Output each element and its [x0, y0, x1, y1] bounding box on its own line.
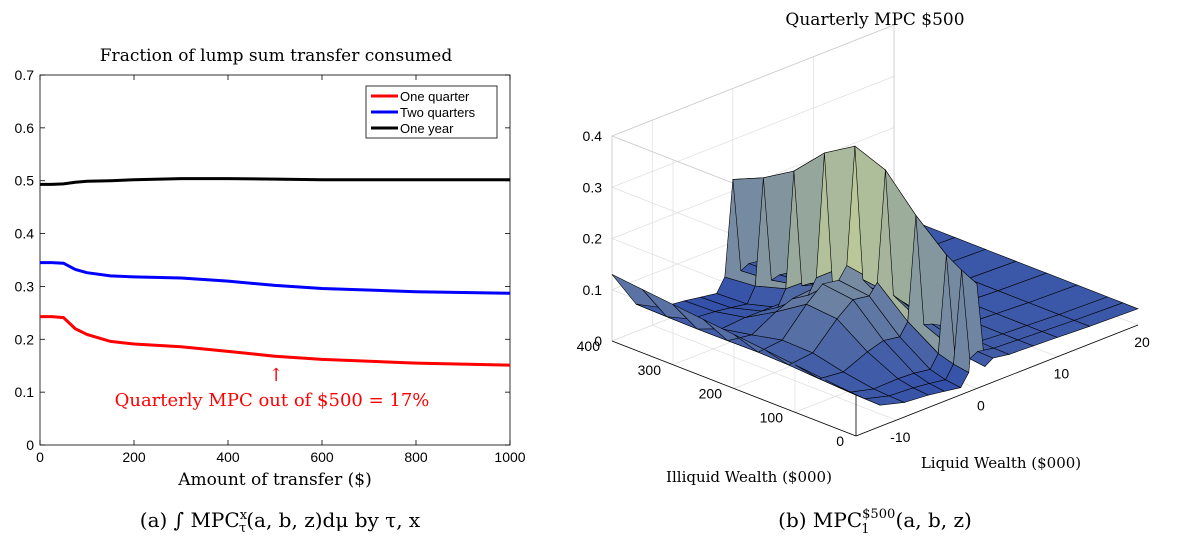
y-tick-label: 0.7	[15, 67, 35, 83]
series-line-one-quarter	[40, 315, 511, 367]
surface-patch	[1073, 302, 1139, 327]
x-axis-line	[855, 324, 1139, 437]
annotation-text: Quarterly MPC out of $500 = 17%	[115, 390, 430, 411]
chart-a-lines	[40, 177, 511, 367]
z-tick-label: 0	[594, 333, 602, 349]
caption-a-superscript: x	[240, 508, 248, 523]
x-tick-label: 1000	[494, 449, 525, 465]
caption-b-superscript: $500	[862, 507, 895, 522]
x-tick-label: -10	[890, 429, 910, 445]
chart-b-x-axis-label: Liquid Wealth ($000)	[921, 454, 1081, 472]
chart-a-x-axis-label: Amount of transfer ($)	[177, 470, 371, 490]
chart-b-title: Quarterly MPC $500	[785, 10, 964, 30]
y-tick-label: 300	[638, 362, 662, 378]
x-tick-label: 400	[216, 449, 240, 465]
box-edge	[611, 24, 895, 137]
x-tick-label: 200	[122, 449, 146, 465]
y-tick-label: 0.3	[15, 278, 35, 294]
y-tick-label: 0.2	[15, 331, 35, 347]
caption-b-subscript: 1	[861, 522, 869, 537]
caption-b: (b) MPC$500 1 (a, b, z)	[778, 507, 972, 537]
caption-b-part-1: (b) MPC	[778, 508, 862, 532]
legend-label: One year	[400, 121, 454, 136]
grid-line	[611, 75, 895, 188]
series-line-two-quarters	[40, 261, 511, 295]
caption-a-subscript: τ	[239, 521, 246, 536]
x-tick-label: 0	[36, 449, 44, 465]
chart-b-y-axis-label: Illiquid Wealth ($000)	[666, 468, 832, 486]
panel-a-line-chart: Fraction of lump sum transfer consumed 0…	[15, 46, 526, 536]
chart-a-ticks: 0 200 400 600 800 1000 0 0.1 0.2 0.3 0.4 0.5 0.6 0.7	[15, 67, 526, 465]
chart-b-ticks: 0 0.1 0.2 0.3 0.4 0 100 200 300 400 -10 0 10 20	[577, 128, 1150, 449]
caption-a-part-2: (a, b, z)dμ by τ, x	[246, 508, 421, 532]
legend-label: Two quarters	[400, 105, 476, 120]
z-tick-label: 0.3	[583, 179, 603, 195]
chart-b-surface	[611, 145, 1139, 406]
y-tick-label: 100	[760, 409, 784, 425]
x-tick-label: 20	[1134, 334, 1150, 350]
annotation-arrow: ↑	[268, 365, 283, 386]
x-tick-label: 600	[310, 449, 334, 465]
panel-b-surface-chart: Quarterly MPC $500 00.10.20.30.401002003…	[577, 10, 1150, 537]
x-tick-label: 0	[977, 397, 985, 413]
caption-a-part-1: (a) ∫ MPC	[140, 508, 240, 532]
y-tick-label: 0.4	[15, 226, 35, 242]
y-axis-line	[611, 340, 857, 437]
x-tick-label: 800	[404, 449, 428, 465]
y-tick-label: 0.6	[15, 120, 35, 136]
y-tick-label: 0	[836, 433, 844, 449]
legend-label: One quarter	[400, 89, 470, 104]
x-tick-label: 10	[1054, 366, 1070, 382]
y-tick-label: 200	[699, 386, 723, 402]
y-tick-label: 0	[26, 437, 34, 453]
y-tick-label: 0.5	[15, 173, 35, 189]
z-tick-label: 0.1	[583, 282, 603, 298]
z-tick-label: 0.2	[583, 231, 603, 247]
y-tick-label: 400	[577, 338, 601, 354]
chart-a-title: Fraction of lump sum transfer consumed	[100, 46, 453, 66]
series-line-one-year	[40, 177, 510, 186]
caption-b-part-2: (a, b, z)	[896, 508, 972, 532]
y-tick-label: 0.1	[15, 384, 35, 400]
z-tick-label: 0.4	[583, 128, 603, 144]
caption-a: (a) ∫ MPCx τ(a, b, z)dμ by τ, x	[140, 508, 421, 536]
